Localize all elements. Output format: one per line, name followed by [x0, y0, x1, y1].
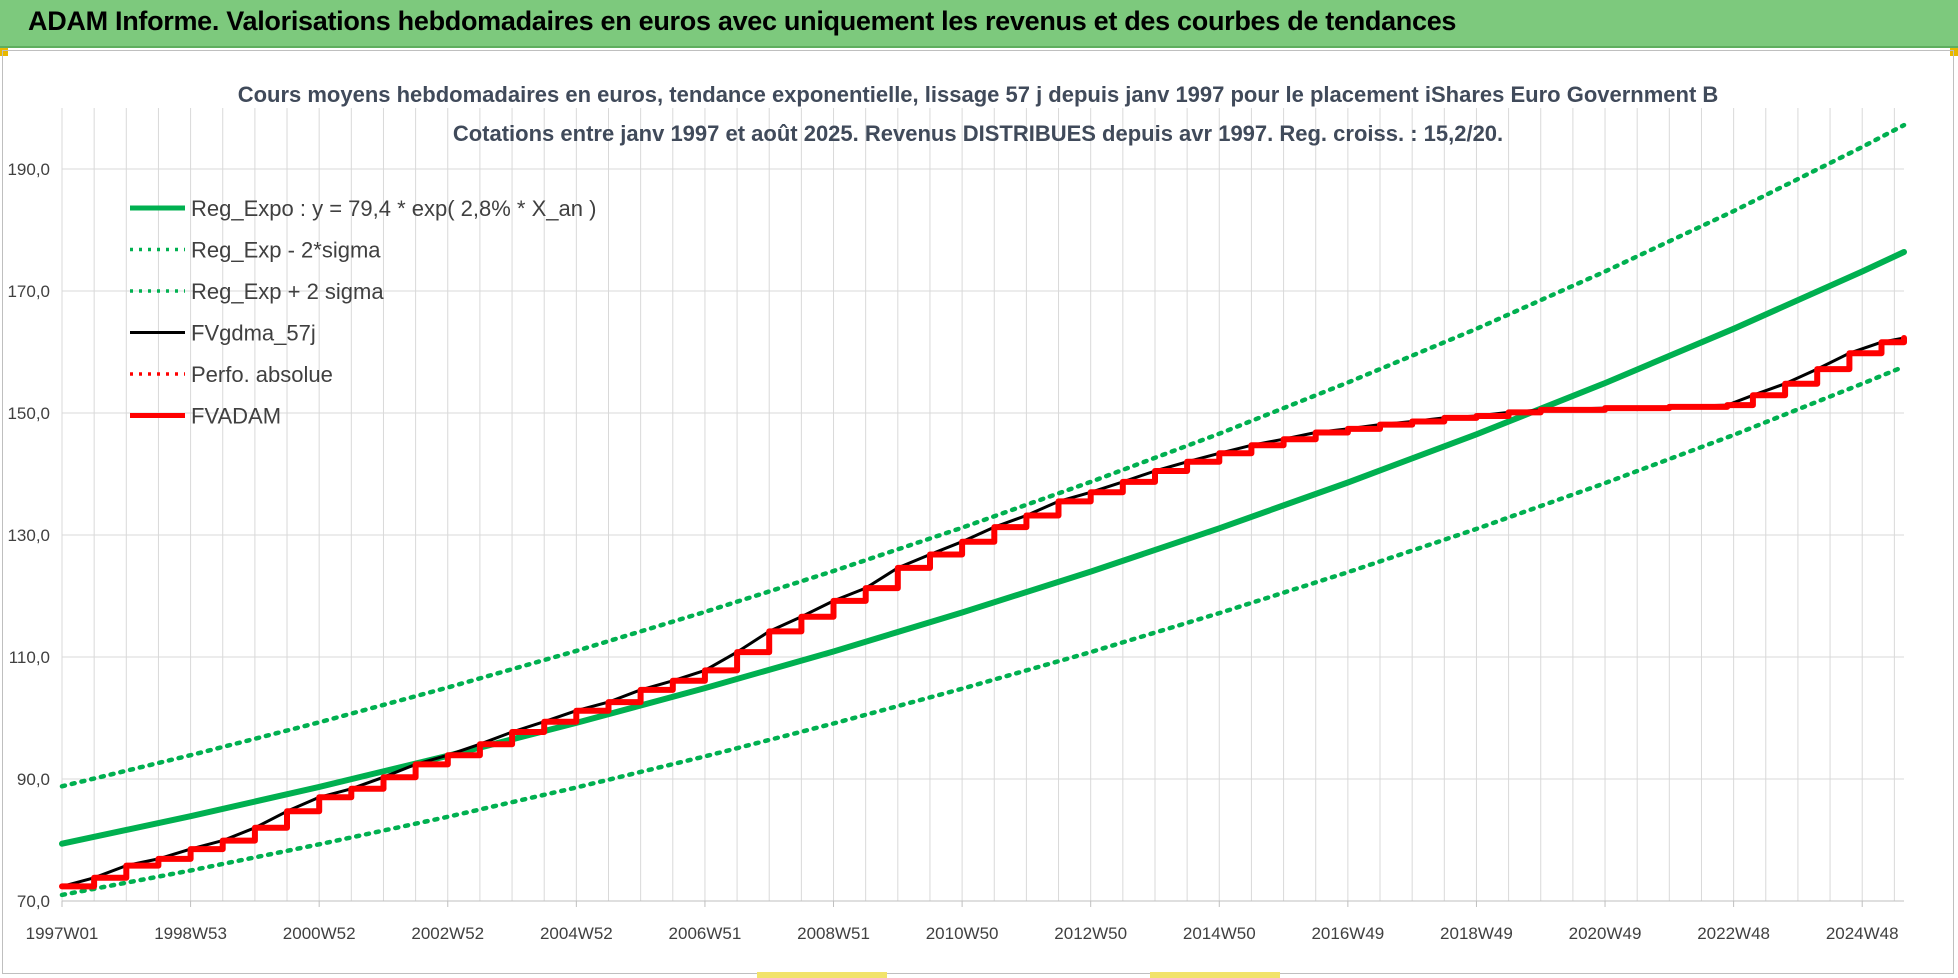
- legend-label: Reg_Exp + 2 sigma: [191, 279, 384, 304]
- x-tick-label: 2006W51: [669, 924, 742, 943]
- corner-marker-left: [0, 48, 8, 56]
- report-banner: ADAM Informe. Valorisations hebdomadaire…: [0, 0, 1958, 48]
- chart-title-line-1: Cours moyens hebdomadaires en euros, ten…: [238, 82, 1719, 107]
- series-reg-expo-line: [59, 249, 1907, 847]
- x-tick-label: 2018W49: [1440, 924, 1513, 943]
- legend-label: FVADAM: [191, 404, 281, 429]
- x-tick-label: 2000W52: [283, 924, 356, 943]
- corner-marker-right: [1950, 48, 1958, 56]
- legend-label: Perfo. absolue: [191, 362, 333, 387]
- legend-label: Reg_Expo : y = 79,4 * exp( 2,8% * X_an ): [191, 196, 596, 221]
- chart-axes: 70,0 90,0 110,0 130,0 150,0 170,0 190,0 1997W01…: [7, 160, 1904, 943]
- x-tick-label: 2012W50: [1054, 924, 1127, 943]
- chart-grid: [61, 108, 1904, 902]
- legend-label: FVgdma_57j: [191, 321, 316, 346]
- x-tick-label: 2024W48: [1826, 924, 1899, 943]
- x-tick-label: 2022W48: [1697, 924, 1770, 943]
- series-reg-plus-2sigma-line: [59, 122, 1907, 789]
- series-fvadam-line: [59, 335, 1907, 890]
- x-tick-label: 2010W50: [926, 924, 999, 943]
- y-tick-label: 190,0: [7, 160, 50, 179]
- chart-legend: Reg_Expo : y = 79,4 * exp( 2,8% * X_an )…: [130, 196, 596, 429]
- y-tick-label: 150,0: [7, 404, 50, 423]
- y-tick-label: 130,0: [7, 526, 50, 545]
- scroll-marker-right: [1150, 972, 1280, 978]
- y-tick-label: 70,0: [17, 892, 50, 911]
- x-tick-label: 2020W49: [1569, 924, 1642, 943]
- legend-label: Reg_Exp - 2*sigma: [191, 238, 381, 263]
- x-tick-label: 2014W50: [1183, 924, 1256, 943]
- scroll-marker-left: [757, 972, 887, 978]
- x-tick-label: 1997W01: [26, 924, 99, 943]
- y-tick-label: 170,0: [7, 282, 50, 301]
- chart-frame: [2, 50, 1954, 974]
- series-fvgdma-line: [60, 336, 1906, 888]
- y-tick-label: 90,0: [17, 770, 50, 789]
- x-tick-label: 1998W53: [154, 924, 227, 943]
- series-reg-minus-2sigma-line: [59, 364, 1907, 898]
- x-tick-label: 2002W52: [411, 924, 484, 943]
- x-tick-label: 2004W52: [540, 924, 613, 943]
- chart-title-line-2: Cotations entre janv 1997 et août 2025. …: [453, 121, 1503, 146]
- y-tick-label: 110,0: [9, 648, 50, 667]
- x-tick-label: 2016W49: [1311, 924, 1384, 943]
- report-title: ADAM Informe. Valorisations hebdomadaire…: [28, 6, 1457, 36]
- x-tick-label: 2008W51: [797, 924, 870, 943]
- chart-series: [59, 122, 1907, 898]
